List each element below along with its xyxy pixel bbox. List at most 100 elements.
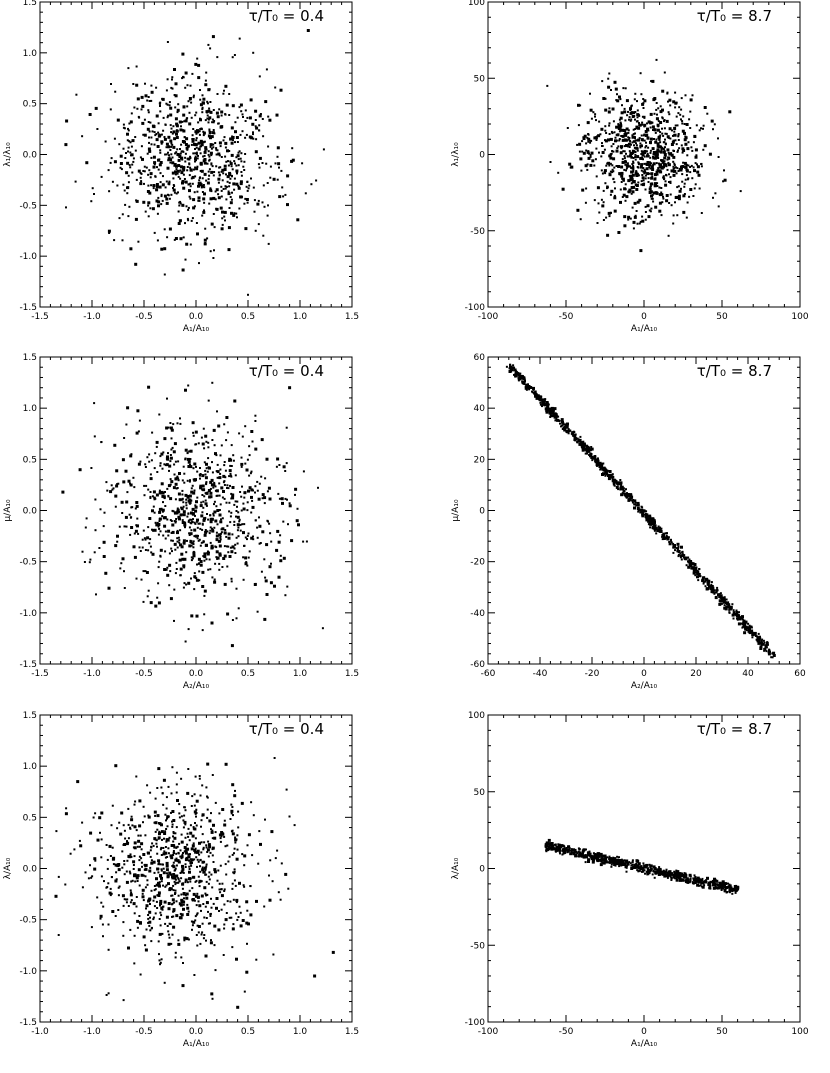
data-point: [153, 528, 157, 532]
data-point: [628, 139, 631, 142]
data-point: [545, 402, 549, 406]
data-point: [609, 137, 613, 141]
data-point: [149, 121, 152, 124]
data-point: [530, 386, 533, 389]
data-point: [204, 529, 207, 531]
data-point: [721, 597, 725, 601]
data-point: [218, 533, 222, 537]
data-point: [201, 523, 204, 526]
data-point: [227, 487, 230, 490]
data-point: [733, 613, 736, 616]
data-point: [157, 134, 161, 138]
data-point: [159, 149, 162, 152]
data-point: [604, 139, 608, 143]
data-point: [201, 94, 204, 97]
data-point: [589, 155, 592, 158]
data-point: [614, 139, 617, 143]
x-tick-label: 50: [716, 312, 728, 322]
data-point: [126, 161, 130, 165]
data-point: [147, 921, 150, 924]
data-point: [233, 547, 236, 550]
data-point: [287, 887, 290, 890]
data-point: [223, 554, 227, 558]
data-point: [267, 520, 269, 523]
data-point: [642, 167, 645, 169]
data-point: [545, 409, 549, 413]
data-point: [608, 122, 611, 125]
data-point: [550, 410, 553, 413]
data-point: [108, 190, 111, 193]
data-point: [666, 158, 669, 161]
data-point: [154, 452, 157, 455]
data-point: [203, 161, 207, 165]
data-point: [649, 164, 652, 167]
data-point: [109, 894, 112, 897]
data-point: [230, 497, 233, 500]
data-point: [125, 152, 127, 154]
data-point: [190, 577, 192, 580]
data-point: [147, 914, 150, 916]
data-point: [220, 532, 222, 535]
data-point: [275, 548, 279, 552]
x-tick-label: 0: [641, 669, 647, 679]
data-point: [271, 880, 274, 883]
data-point: [176, 108, 180, 112]
data-point: [673, 150, 675, 152]
data-point: [181, 493, 184, 496]
data-point: [194, 915, 197, 918]
data-point: [168, 154, 170, 157]
data-point: [178, 155, 182, 158]
data-point: [275, 465, 278, 468]
data-point: [190, 518, 193, 521]
data-point: [321, 627, 324, 630]
data-point: [229, 515, 232, 518]
data-point: [240, 171, 243, 173]
data-point: [681, 129, 685, 133]
data-point: [302, 470, 305, 473]
data-point: [228, 555, 232, 558]
data-point: [202, 540, 205, 543]
data-point: [174, 889, 177, 892]
data-point: [770, 656, 773, 659]
data-point: [208, 819, 212, 823]
data-point: [149, 538, 152, 541]
data-point: [173, 588, 176, 591]
data-point: [143, 133, 147, 137]
data-point: [203, 594, 206, 597]
data-point: [111, 488, 114, 491]
data-point: [195, 146, 198, 149]
data-point: [608, 72, 611, 75]
data-point: [722, 180, 725, 183]
data-point: [206, 102, 209, 105]
data-point: [629, 154, 632, 157]
x-tick-label: -50: [559, 312, 574, 322]
data-point: [634, 128, 637, 130]
data-point: [161, 905, 164, 908]
data-point: [210, 873, 213, 876]
data-point: [676, 548, 679, 551]
data-point: [230, 465, 233, 467]
data-point: [192, 826, 195, 829]
data-point: [199, 152, 202, 155]
data-point: [618, 125, 622, 129]
data-point: [184, 71, 188, 75]
data-point: [186, 217, 189, 220]
data-point: [178, 498, 181, 501]
data-point: [639, 142, 642, 145]
data-point: [546, 405, 549, 408]
data-point: [251, 122, 255, 126]
data-point: [188, 174, 191, 177]
data-point: [232, 213, 236, 217]
data-point: [220, 227, 224, 231]
data-point: [129, 893, 133, 897]
data-point: [632, 185, 636, 189]
data-point: [156, 884, 159, 887]
data-point: [643, 125, 646, 128]
data-point: [230, 803, 233, 806]
data-point: [191, 217, 194, 220]
data-point: [623, 187, 627, 191]
data-point: [584, 164, 588, 168]
data-point: [140, 848, 143, 851]
data-point: [653, 529, 656, 532]
data-point: [639, 146, 642, 149]
